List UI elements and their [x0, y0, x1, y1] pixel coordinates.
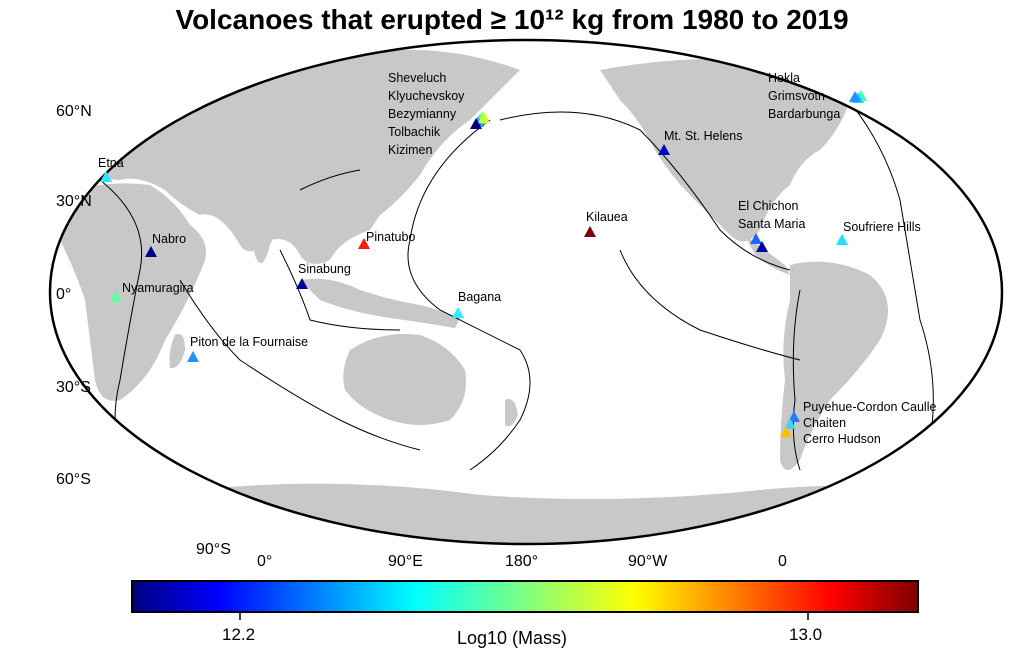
label-klyuchevskoy: Klyuchevskoy: [388, 89, 465, 103]
colorbar-tick-label-13-0: 13.0: [789, 625, 823, 644]
label-sinabung: Sinabung: [298, 262, 351, 276]
lon-label-0: 0°: [257, 553, 272, 570]
indonesia: [300, 278, 460, 328]
volcano-marker-bagana: [452, 307, 464, 318]
volcano-marker-santa-maria: [756, 241, 768, 252]
australia: [343, 334, 466, 425]
india: [225, 200, 300, 263]
volcano-marker-el-chichon: [750, 233, 762, 244]
madagascar: [169, 334, 185, 369]
volcano-marker-pinatubo: [358, 238, 370, 249]
label-bezymianny: Bezymianny: [388, 107, 457, 121]
lat-label-60n: 60°N: [56, 103, 92, 120]
volcano-marker-etna: [100, 171, 112, 182]
lon-label-90e: 90°E: [388, 553, 423, 570]
label-bardarbunga: Bardarbunga: [768, 107, 840, 121]
lat-label-60s: 60°S: [56, 471, 91, 488]
label-hekla: Hekla: [768, 71, 800, 85]
volcano-marker-tolbachik: [478, 112, 490, 123]
colorbar: [131, 580, 919, 613]
africa: [59, 183, 206, 401]
label-kizimen: Kizimen: [388, 143, 433, 157]
colorbar-label: Log10 (Mass): [456, 628, 568, 648]
label-mt-st-helens: Mt. St. Helens: [664, 129, 743, 143]
lat-label-30s: 30°S: [56, 379, 91, 396]
volcano-marker-nyamuragira: [110, 291, 122, 302]
lat-label-0: 0°: [56, 286, 71, 303]
label-pinatubo: Pinatubo: [366, 230, 415, 244]
label-soufriere-hills: Soufriere Hills: [843, 220, 921, 234]
volcano-marker-kilauea: [584, 226, 596, 237]
volcano-markers: [100, 90, 867, 437]
volcano-marker-puyehue-cordon-caulle: [788, 411, 800, 422]
label-tolbachik: Tolbachik: [388, 125, 441, 139]
label-nyamuragira: Nyamuragira: [122, 281, 194, 295]
lon-label-0-right: 0: [778, 553, 787, 570]
label-puyehue-cordon-caulle: Puyehue-Cordon Caulle: [803, 400, 936, 414]
label-nabro: Nabro: [152, 232, 186, 246]
volcano-marker-cerro-hudson: [780, 426, 792, 437]
landmasses: [50, 40, 1002, 544]
volcano-marker-piton-de-la-fournaise: [187, 351, 199, 362]
volcano-labels: Sheveluch Klyuchevskoy Bezymianny Tolbac…: [98, 71, 936, 446]
volcano-marker-soufriere-hills: [836, 234, 848, 245]
label-grimsvotn: Grimsvotn: [768, 89, 825, 103]
colorbar-tick-label-12-2: 12.2: [222, 625, 256, 644]
central-america: [745, 235, 790, 275]
label-santa-maria: Santa Maria: [738, 217, 805, 231]
south-america: [780, 261, 888, 470]
label-kilauea: Kilauea: [586, 210, 628, 224]
lon-label-180: 180°: [505, 553, 538, 570]
north-america: [600, 58, 850, 242]
volcano-marker-chaiten: [784, 418, 796, 429]
lon-label-90w: 90°W: [628, 553, 668, 570]
label-el-chichon: El Chichon: [738, 199, 798, 213]
label-chaiten: Chaiten: [803, 416, 846, 430]
label-cerro-hudson: Cerro Hudson: [803, 432, 881, 446]
label-etna: Etna: [98, 156, 124, 170]
new-zealand: [505, 399, 518, 427]
lat-label-90s: 90°S: [196, 541, 231, 558]
label-piton-de-la-fournaise: Piton de la Fournaise: [190, 335, 308, 349]
lat-label-30n: 30°N: [56, 193, 92, 210]
plate-boundaries: [99, 79, 934, 471]
map-title: Volcanoes that erupted ≥ 10¹² kg from 19…: [175, 4, 849, 35]
volcano-marker-nabro: [145, 246, 157, 257]
label-bagana: Bagana: [458, 290, 501, 304]
volcano-marker-bardarbunga: [849, 91, 861, 102]
volcano-marker-kizimen: [470, 118, 482, 129]
volcano-marker-sinabung: [296, 278, 308, 289]
globe-outline: [48, 38, 1004, 546]
label-sheveluch: Sheveluch: [388, 71, 446, 85]
volcano-marker-mt-st-helens: [658, 144, 670, 155]
